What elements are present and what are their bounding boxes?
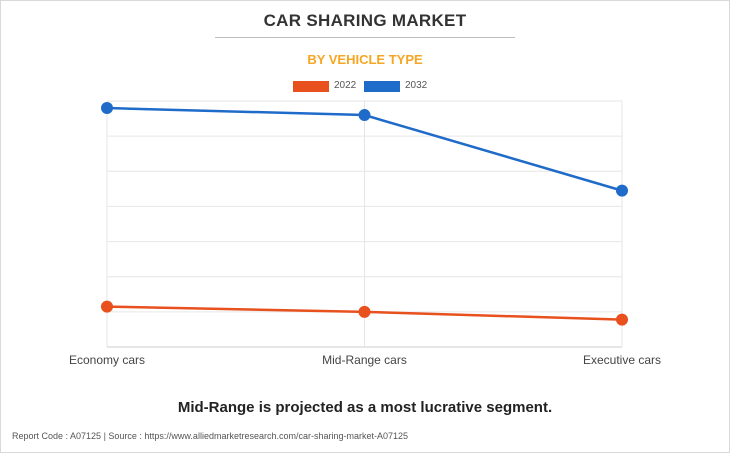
data-point-2022[interactable] [616,313,628,326]
legend: 2022 2032 [0,79,730,95]
chart-title: CAR SHARING MARKET [263,11,467,30]
legend-label-2032: 2032 [405,80,428,91]
data-point-2022[interactable] [358,305,371,318]
x-tick-label: Executive cars [583,353,661,367]
data-point-2032[interactable] [358,109,371,122]
chart-subtitle: BY VEHICLE TYPE [307,52,423,67]
legend-swatch-2032 [364,81,400,92]
data-point-2032[interactable] [101,102,113,115]
x-tick-label: Mid-Range cars [322,353,407,367]
chart-caption: Mid-Range is projected as a most lucrati… [177,399,553,416]
title-divider [215,37,515,38]
source-footer: Report Code : A07125 | Source : https://… [12,431,409,441]
legend-label-2022: 2022 [334,80,357,91]
x-tick-label: Economy cars [69,353,145,367]
data-point-2032[interactable] [616,184,628,197]
data-point-2022[interactable] [101,300,113,313]
legend-swatch-2022 [293,81,329,92]
